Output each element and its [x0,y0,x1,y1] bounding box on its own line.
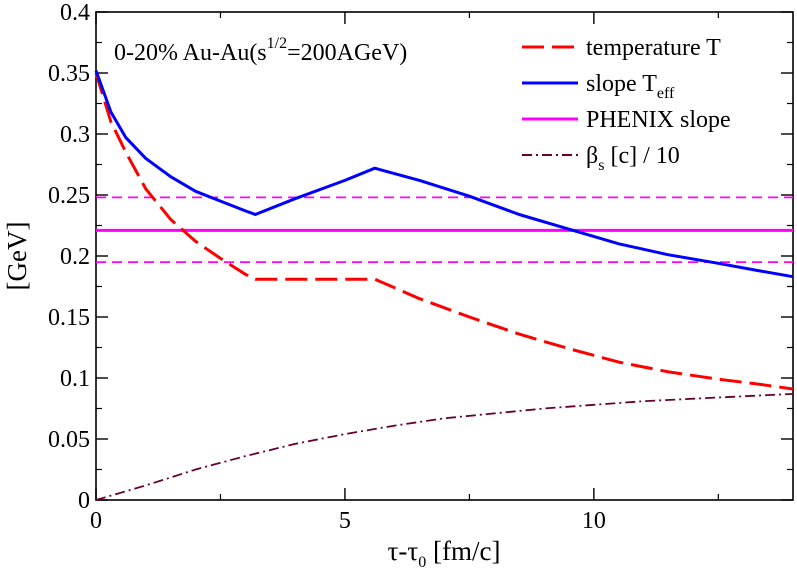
x-tick-label: 10 [582,508,606,534]
legend-label-slope: slope Teff [586,71,675,102]
y-tick-label: 0.4 [60,0,90,26]
legend-slope-sub: eff [657,85,675,102]
annotation-suffix: =200AGeV) [287,40,407,66]
series-line-beta [95,393,794,501]
series-line-temperature [94,72,794,391]
series-line-slope [94,70,794,279]
annotation-prefix: 0-20% Au-Au(s [114,40,267,66]
y-tick-label: 0.2 [60,244,90,270]
legend-label-beta: βs [c] / 10 [586,143,680,174]
y-tick-label: 0.35 [48,61,90,87]
legend-beta-rest: [c] / 10 [604,143,679,169]
series-layer [94,70,794,501]
y-tick-label: 0 [78,488,90,514]
y-tick-label: 0.15 [48,305,90,331]
legend-slope-base: slope T [586,71,657,97]
x-axis-title-rest: [fm/c] [426,536,500,566]
legend-temperature-base: temperature T [586,35,721,61]
legend-label-temperature: temperature T [586,35,721,61]
x-tick-label: 0 [90,508,102,534]
legend-phenix-base: PHENIX slope [586,107,731,133]
legend-beta-sub: s [598,157,604,174]
x-axis-title-sub: 0 [418,554,426,571]
x-axis-title: τ-τ0 [fm/c] [388,536,501,571]
x-axis-title-base: τ-τ [388,536,419,566]
y-tick-label: 0.05 [48,427,90,453]
annotation-sup: 1/2 [267,35,287,52]
tick-labels: 0 0.05 0.1 0.15 0.2 0.25 0.3 0.35 0.4 0 5 10 [48,0,606,534]
legend: temperature T slope Teff PHENIX slope βs… [522,35,731,174]
axis-ticks [95,11,793,501]
legend-beta-base: β [586,143,598,169]
x-tick-label: 5 [339,508,351,534]
y-tick-label: 0.3 [60,122,90,148]
y-tick-label: 0.25 [48,183,90,209]
chart-annotation: 0-20% Au-Au(s1/2=200AGeV) [114,35,407,66]
y-tick-label: 0.1 [60,366,90,392]
y-axis-title: [GeV] [2,222,32,291]
legend-label-phenix: PHENIX slope [586,107,731,133]
plot-frame [95,11,794,501]
